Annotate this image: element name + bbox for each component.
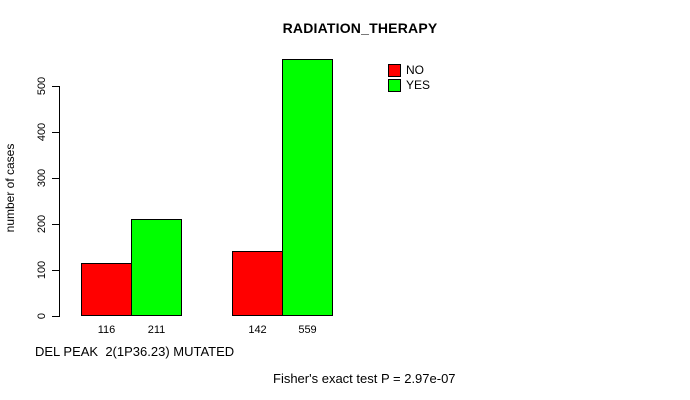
y-axis-tick [52,178,59,179]
bar-yes-group1 [131,219,182,316]
bar-count-label: 211 [147,324,166,336]
bar-no-group1 [81,263,132,316]
y-axis-tick-label: 500 [36,76,48,96]
y-axis-tick [52,86,59,87]
legend-swatch-no [388,64,401,77]
bar-count-label: 142 [248,324,267,336]
y-axis-tick [52,224,59,225]
x-axis-label: DEL PEAK 2(1P36.23) MUTATED [35,344,235,359]
legend-label-no: NO [406,63,424,77]
y-axis-tick-label: 0 [36,312,48,320]
y-axis-tick [52,270,59,271]
bar-count-label: 559 [298,324,317,336]
bar-no-group2 [232,251,283,316]
y-axis-tick [52,316,59,317]
y-axis-tick-label: 100 [36,260,48,280]
y-axis-tick-label: 300 [36,168,48,188]
legend-item-no: NO [388,63,430,78]
legend-item-yes: YES [388,78,430,93]
y-axis-tick-label: 200 [36,214,48,234]
legend: NO YES [388,63,430,93]
legend-swatch-yes [388,79,401,92]
y-axis-label: number of cases [3,143,17,233]
chart-title: RADIATION_THERAPY [282,20,438,36]
y-axis-tick-label: 400 [36,122,48,142]
legend-label-yes: YES [406,78,431,92]
fisher-test-annotation: Fisher's exact test P = 2.97e-07 [273,371,456,386]
y-axis-line [59,86,60,317]
y-axis-tick [52,132,59,133]
bar-yes-group2 [282,59,333,316]
bar-count-label: 116 [97,324,116,336]
